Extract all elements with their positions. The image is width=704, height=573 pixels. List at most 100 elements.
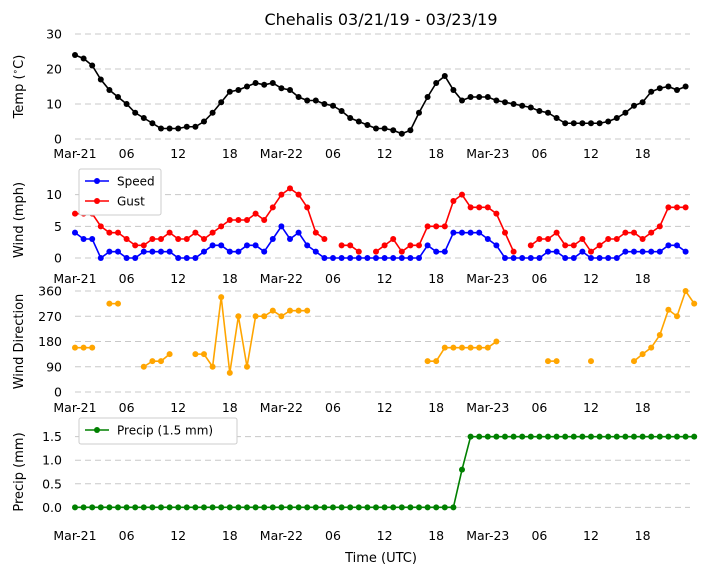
data-point: [553, 115, 560, 121]
data-point: [570, 255, 577, 261]
x-tick-label: 12: [583, 146, 599, 161]
data-point: [648, 248, 655, 255]
data-point: [682, 433, 689, 440]
data-point: [536, 236, 543, 242]
x-tick-label: Mar-21: [53, 271, 96, 286]
data-point: [665, 83, 672, 90]
data-point: [459, 466, 465, 473]
data-point: [123, 504, 130, 511]
data-point: [656, 332, 663, 339]
data-point: [175, 255, 182, 261]
data-point: [132, 109, 139, 116]
data-point: [72, 210, 78, 217]
data-point: [355, 255, 362, 261]
data-point: [226, 369, 233, 376]
data-point: [312, 229, 319, 236]
series-line: [530, 206, 686, 253]
data-point: [579, 120, 586, 127]
data-point: [72, 229, 78, 236]
x-tick-label: 12: [583, 271, 599, 286]
data-point: [287, 307, 293, 314]
data-point: [674, 433, 680, 440]
x-tick-label: 06: [531, 528, 547, 543]
data-point: [244, 83, 250, 90]
data-point: [450, 504, 457, 511]
data-point: [416, 255, 422, 261]
data-point: [536, 255, 543, 261]
data-point: [201, 236, 207, 242]
data-point: [80, 344, 87, 351]
data-point: [656, 223, 663, 230]
data-point: [631, 229, 637, 236]
data-point: [648, 88, 655, 95]
data-point: [261, 217, 268, 223]
data-point: [373, 125, 379, 132]
x-tick-label: 12: [583, 528, 599, 543]
data-point: [622, 109, 629, 116]
data-point: [244, 504, 250, 511]
data-point: [588, 358, 594, 365]
data-point: [72, 344, 78, 351]
y-axis-label: Wind (mph): [12, 182, 27, 258]
data-point: [304, 307, 311, 314]
data-point: [424, 358, 431, 365]
data-point: [252, 242, 259, 249]
series-line: [633, 289, 695, 362]
data-point: [596, 242, 603, 249]
data-point: [235, 313, 242, 320]
data-point: [545, 433, 551, 440]
x-tick-label: 06: [325, 271, 341, 286]
data-point: [613, 115, 620, 121]
data-point: [355, 504, 362, 511]
data-point: [140, 115, 147, 121]
data-point: [158, 504, 164, 511]
data-point: [588, 120, 594, 127]
x-tick-label: Mar-21: [53, 146, 96, 161]
y-tick-label: 10: [46, 187, 62, 202]
x-tick-label: 06: [119, 400, 135, 415]
data-point: [588, 433, 594, 440]
x-tick-label: 12: [170, 528, 186, 543]
x-tick-label: 18: [635, 400, 651, 415]
data-point: [648, 229, 655, 236]
data-point: [407, 255, 414, 261]
data-point: [674, 313, 680, 320]
data-point: [269, 236, 276, 242]
x-tick-label: 06: [531, 400, 547, 415]
data-point: [493, 433, 500, 440]
data-point: [648, 433, 655, 440]
data-point: [536, 108, 543, 114]
x-tick-label: 18: [428, 146, 444, 161]
data-point: [596, 255, 603, 261]
y-tick-label: 1.5: [42, 429, 62, 444]
x-tick-label: Mar-21: [53, 400, 96, 415]
data-point: [536, 433, 543, 440]
data-point: [278, 223, 285, 230]
data-point: [450, 229, 457, 236]
data-point: [553, 248, 560, 255]
data-point: [166, 248, 173, 255]
data-point: [269, 504, 276, 511]
data-point: [115, 229, 121, 236]
data-point: [123, 255, 130, 261]
data-point: [166, 351, 173, 358]
x-tick-label: 12: [170, 400, 186, 415]
data-point: [656, 85, 663, 92]
data-point: [527, 433, 534, 440]
data-point: [295, 307, 302, 314]
series-line: [74, 224, 687, 260]
data-point: [149, 248, 156, 255]
data-point: [648, 344, 655, 351]
data-point: [338, 242, 345, 249]
data-point: [398, 504, 405, 511]
data-point: [218, 223, 225, 230]
data-point: [140, 504, 147, 511]
data-point: [304, 204, 311, 211]
legend-marker: [94, 178, 100, 184]
legend-label: Gust: [117, 195, 145, 209]
data-point: [519, 102, 526, 109]
data-point: [252, 210, 259, 217]
data-point: [665, 242, 672, 249]
data-point: [605, 118, 612, 125]
